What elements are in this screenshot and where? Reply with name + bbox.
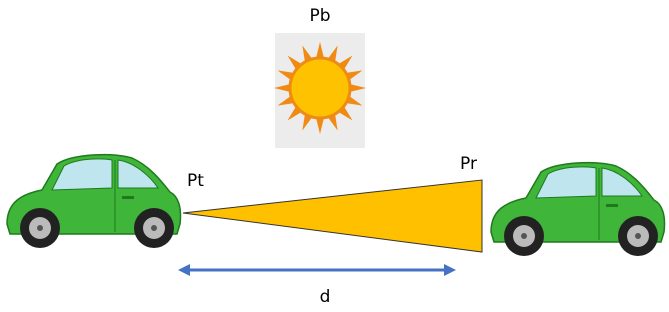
diagram: Pb Pt Pr d <box>0 0 669 312</box>
transmitter-label: Pt <box>187 171 204 191</box>
page: Pb Pt Pr d (() => { const data = JSON.pa… <box>0 0 669 312</box>
sun-icon <box>274 33 366 148</box>
transmitter-car <box>7 155 181 248</box>
receiver-car <box>491 163 665 256</box>
distance-arrow <box>178 264 456 276</box>
sun-label: Pb <box>309 6 330 26</box>
distance-label: d <box>320 287 331 307</box>
receiver-label: Pr <box>460 154 477 174</box>
signal-beam <box>183 180 482 252</box>
